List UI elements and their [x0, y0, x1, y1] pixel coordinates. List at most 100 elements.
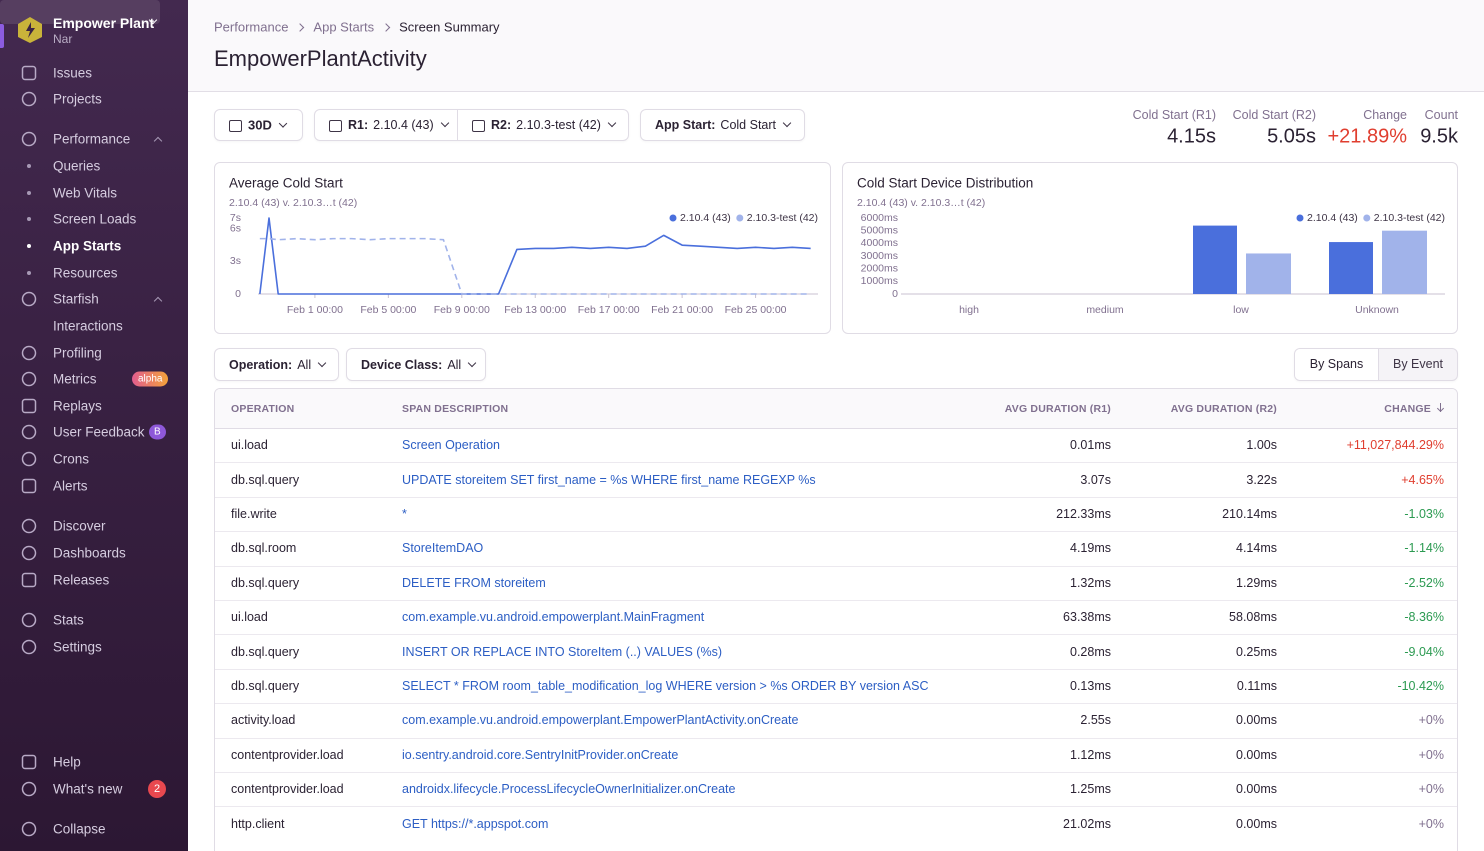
- row-divider: [215, 462, 1457, 464]
- chart-title: Average Cold Start: [229, 176, 343, 191]
- x-tick-label: Feb 25 00:00: [725, 304, 787, 316]
- column-header[interactable]: CHANGE: [1384, 403, 1431, 415]
- footer-item[interactable]: What's new: [53, 781, 123, 797]
- table-filter[interactable]: Operation: All: [214, 348, 339, 381]
- nav-item[interactable]: Profiling: [53, 345, 102, 361]
- nav-badge: B: [149, 424, 166, 440]
- nav-item[interactable]: Resources: [53, 265, 118, 281]
- column-header: OPERATION: [231, 403, 295, 415]
- nav-item[interactable]: Web Vitals: [53, 185, 118, 201]
- x-tick-label: low: [1233, 304, 1249, 316]
- legend-marker: [669, 214, 677, 222]
- span-link[interactable]: UPDATE storeitem SET first_name = %s WHE…: [402, 472, 816, 487]
- table-cell: 0.25ms: [1236, 644, 1277, 659]
- table-cell: db.sql.query: [231, 575, 300, 590]
- table-cell: -8.36%: [1404, 610, 1444, 625]
- user-name: Nar: [53, 32, 73, 46]
- table-cell: -2.52%: [1404, 575, 1444, 590]
- period-value: 30D: [248, 117, 272, 133]
- toggle-option[interactable]: By Event: [1392, 357, 1444, 371]
- nav-item[interactable]: Projects: [53, 91, 102, 107]
- table-cell: ui.load: [231, 438, 268, 453]
- sort-arrow: [1440, 403, 1441, 412]
- chevron: [278, 119, 288, 128]
- nav-item[interactable]: Performance: [53, 131, 131, 147]
- org-name[interactable]: Empower Plant: [53, 15, 155, 31]
- bar: [1329, 242, 1373, 294]
- nav-item[interactable]: Metrics: [53, 371, 97, 387]
- column-header[interactable]: AVG DURATION (R2): [1170, 403, 1277, 415]
- span-link[interactable]: Screen Operation: [402, 438, 500, 453]
- span-link[interactable]: StoreItemDAO: [402, 541, 484, 556]
- column-header[interactable]: AVG DURATION (R1): [1004, 403, 1111, 415]
- table-cell: 1.29ms: [1236, 575, 1277, 590]
- span-link[interactable]: com.example.vu.android.empowerplant.Main…: [402, 610, 705, 625]
- app-start-label: App Start:: [655, 118, 716, 132]
- span-link[interactable]: INSERT OR REPLACE INTO StoreItem (..) VA…: [402, 644, 722, 659]
- nav-item[interactable]: Dashboards: [53, 545, 126, 561]
- table-cell: -9.04%: [1404, 644, 1444, 659]
- table-filter[interactable]: Device Class: All: [346, 348, 486, 381]
- app-start-text: App Start: Cold Start: [655, 118, 792, 132]
- release-text: R1: 2.10.4 (43): [348, 118, 450, 132]
- release-filter[interactable]: R1: 2.10.4 (43) R2: 2.10.3-test (42): [314, 109, 629, 141]
- table-cell: 0.00ms: [1236, 816, 1277, 831]
- nav-item[interactable]: Screen Loads: [53, 211, 137, 227]
- span-link[interactable]: SELECT * FROM room_table_modification_lo…: [402, 679, 929, 693]
- summary-label: Cold Start (R2): [1232, 108, 1316, 122]
- table-cell: db.sql.query: [231, 644, 300, 659]
- org-logo: [18, 17, 42, 43]
- x-tick-label: medium: [1086, 304, 1124, 316]
- nav-item[interactable]: Settings: [53, 639, 102, 655]
- span-link[interactable]: GET https://*.appspot.com: [402, 816, 549, 831]
- legend-label: 2.10.3-test (42): [747, 212, 818, 224]
- app-start-filter[interactable]: App Start: Cold Start: [640, 109, 805, 141]
- summary-value: +21.89%: [1327, 125, 1407, 148]
- nav-item[interactable]: Replays: [53, 398, 102, 414]
- y-tick-label: 3000ms: [861, 250, 898, 262]
- x-tick-label: high: [959, 304, 979, 316]
- nav-item[interactable]: Queries: [53, 158, 101, 174]
- nav-icon: [21, 291, 37, 307]
- table-header: [215, 389, 1457, 429]
- chart-subtitle: 2.10.4 (43) v. 2.10.3…t (42): [229, 197, 357, 209]
- nav-icon: [21, 131, 37, 147]
- table-cell: 4.19ms: [1070, 541, 1111, 556]
- breadcrumb[interactable]: App Starts: [313, 19, 375, 35]
- span-link[interactable]: DELETE FROM storeitem: [402, 575, 546, 590]
- nav-item[interactable]: Interactions: [53, 318, 123, 334]
- table-cell: 1.25ms: [1070, 782, 1111, 797]
- toggle-option[interactable]: By Spans: [1295, 349, 1379, 380]
- breadcrumb[interactable]: Performance: [214, 19, 289, 35]
- period-filter[interactable]: 30D: [214, 109, 303, 141]
- nav-item[interactable]: Starfish: [53, 291, 99, 307]
- span-link[interactable]: androidx.lifecycle.ProcessLifecycleOwner…: [402, 782, 736, 797]
- summary-label: Cold Start (R1): [1132, 108, 1216, 122]
- table-cell: +0%: [1418, 713, 1444, 728]
- nav-dot: [27, 164, 31, 168]
- nav-item[interactable]: Releases: [53, 572, 110, 588]
- span-link[interactable]: io.sentry.android.core.SentryInitProvide…: [402, 747, 679, 762]
- nav-item[interactable]: Issues: [53, 65, 93, 81]
- chart-card: Cold Start Device Distribution 2.10.4 (43…: [842, 162, 1458, 334]
- nav-item[interactable]: Crons: [53, 451, 90, 467]
- footer-item[interactable]: Help: [53, 754, 81, 770]
- nav-item[interactable]: Alerts: [53, 478, 88, 494]
- nav-icon: [21, 398, 37, 414]
- table-filter-value: All: [297, 358, 312, 372]
- nav-item[interactable]: Stats: [53, 612, 84, 628]
- table-filter-text: Device Class: All: [361, 358, 477, 372]
- nav-badge: 2: [148, 780, 166, 798]
- nav-item[interactable]: Discover: [53, 518, 106, 534]
- nav-item[interactable]: User Feedback: [53, 424, 145, 440]
- chevron: [317, 358, 327, 368]
- span-link[interactable]: com.example.vu.android.empowerplant.Empo…: [402, 713, 799, 728]
- table-cell: 1.12ms: [1070, 747, 1111, 762]
- chevron: [467, 358, 477, 368]
- nav-item[interactable]: App Starts: [53, 238, 122, 254]
- table-cell: 0.28ms: [1070, 644, 1111, 659]
- legend-label: 2.10.4 (43): [680, 212, 731, 224]
- span-link[interactable]: *: [402, 507, 407, 521]
- footer-item[interactable]: Collapse: [53, 821, 106, 837]
- legend-marker: [1296, 214, 1304, 222]
